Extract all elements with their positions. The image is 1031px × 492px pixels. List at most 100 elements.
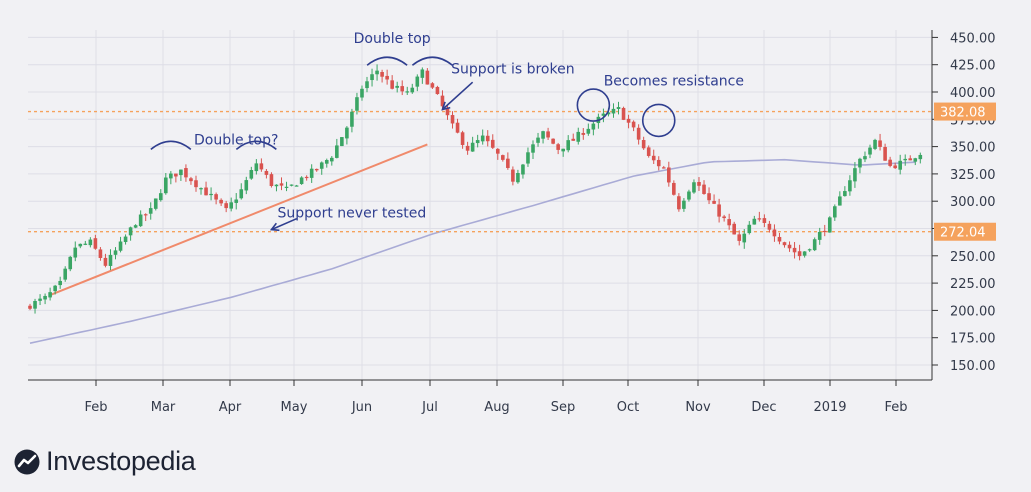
candle-body [435,86,440,95]
candle-body [420,69,425,78]
candle-body [586,128,591,134]
candle-body [153,198,158,209]
candle-body [194,180,198,188]
y-tick-label: 350.00 [950,141,996,156]
candle-body [405,91,410,93]
candle-body [445,107,450,116]
price-level-label: 382.08 [940,106,986,121]
annotation-arc [150,140,192,150]
candle-body [807,249,812,251]
candle-body [501,155,505,160]
y-tick-label: 225.00 [950,277,996,292]
candle-body [732,223,736,235]
candle-body [878,140,882,147]
candle-body [641,140,646,149]
candle-body [224,203,228,209]
candle-body [566,140,571,151]
candle-body [722,216,726,219]
candle-body [702,184,706,194]
candle-body [425,70,430,85]
candle-body [571,138,576,141]
candle-body [495,148,500,154]
candle-body [762,218,767,223]
candle-body [63,268,68,280]
annotation-circle [641,103,676,138]
candle-body [234,199,239,203]
candle-body [843,191,847,197]
candle-body [138,214,143,227]
candle-body [812,239,817,251]
candle-body [380,72,384,77]
annotation-label: Double top? [194,132,278,148]
candle-body [687,191,691,200]
candle-body [787,244,792,249]
moving-average-line [29,158,916,344]
candle-body [158,193,163,201]
plot-area [28,30,932,380]
candle-body [526,152,530,164]
candle-body [460,132,465,145]
candle-body [410,87,415,93]
candle-body [73,247,78,258]
candle-body [53,285,57,292]
candle-body [365,81,369,89]
y-tick-label: 250.00 [950,250,996,265]
candle-body [908,158,913,161]
candle-body [184,168,188,178]
candle-body [727,219,731,226]
candle-body [576,131,581,142]
candle-body [229,202,233,209]
candle-body [717,204,721,217]
x-tick-label: Aug [484,400,509,415]
candle-body [506,158,510,168]
candle-body [68,256,73,270]
candle-body [108,254,113,266]
candle-body [631,121,636,128]
candle-body [370,74,374,81]
candle-body [274,184,279,187]
candle-body [817,231,822,240]
candle-body [868,147,872,155]
candle-body [677,196,681,210]
candle-body [636,127,641,140]
candle-body [531,144,535,153]
candle-body [475,140,480,144]
candle-body [98,249,103,258]
candle-body [707,193,711,201]
candle-body [284,186,289,188]
candle-body [546,131,550,138]
candle-body [264,170,269,175]
annotation-label: Support is broken [451,61,574,77]
candle-body [591,123,596,130]
candle-body [903,158,908,161]
x-tick-label: Feb [884,400,907,415]
brand-logo: Investopedia [14,446,196,477]
candle-body [88,239,93,246]
candle-body [913,158,918,162]
x-tick-label: Feb [84,400,107,415]
x-tick-label: Oct [617,400,639,415]
candle-body [848,180,852,192]
candle-body [143,214,148,216]
candle-body [204,187,208,196]
candle-body [78,243,83,247]
candle-body [309,168,314,178]
candle-body [174,173,178,177]
y-tick-label: 425.00 [950,59,996,74]
candle-body [259,163,264,170]
candle-body [611,108,616,114]
candle-body [712,200,716,204]
candle-body [757,218,762,220]
candle-body [390,80,394,89]
x-tick-label: Jun [351,400,372,415]
candle-body [164,177,168,194]
candle-body [83,243,88,245]
candle-body [279,183,284,186]
candle-body [294,185,299,187]
candle-body [490,139,495,148]
annotation-arc [366,56,408,66]
candle-body [385,75,389,80]
candle-body [697,181,701,186]
candle-body [340,137,344,147]
candle-body [239,189,244,199]
